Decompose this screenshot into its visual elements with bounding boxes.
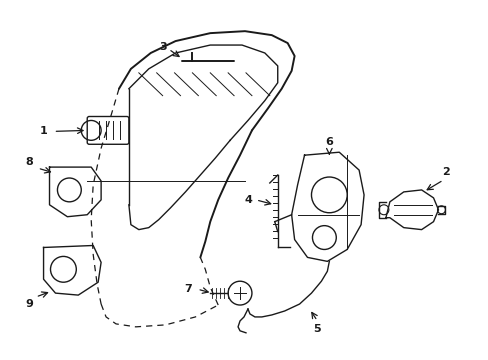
Text: 7: 7 xyxy=(184,284,192,294)
Text: 9: 9 xyxy=(26,299,34,309)
Text: 1: 1 xyxy=(40,126,47,136)
Text: 6: 6 xyxy=(325,137,333,147)
Text: 4: 4 xyxy=(244,195,251,205)
Text: 8: 8 xyxy=(26,157,34,167)
Text: 3: 3 xyxy=(159,42,166,52)
Text: 2: 2 xyxy=(442,167,449,177)
Text: 5: 5 xyxy=(313,324,321,334)
